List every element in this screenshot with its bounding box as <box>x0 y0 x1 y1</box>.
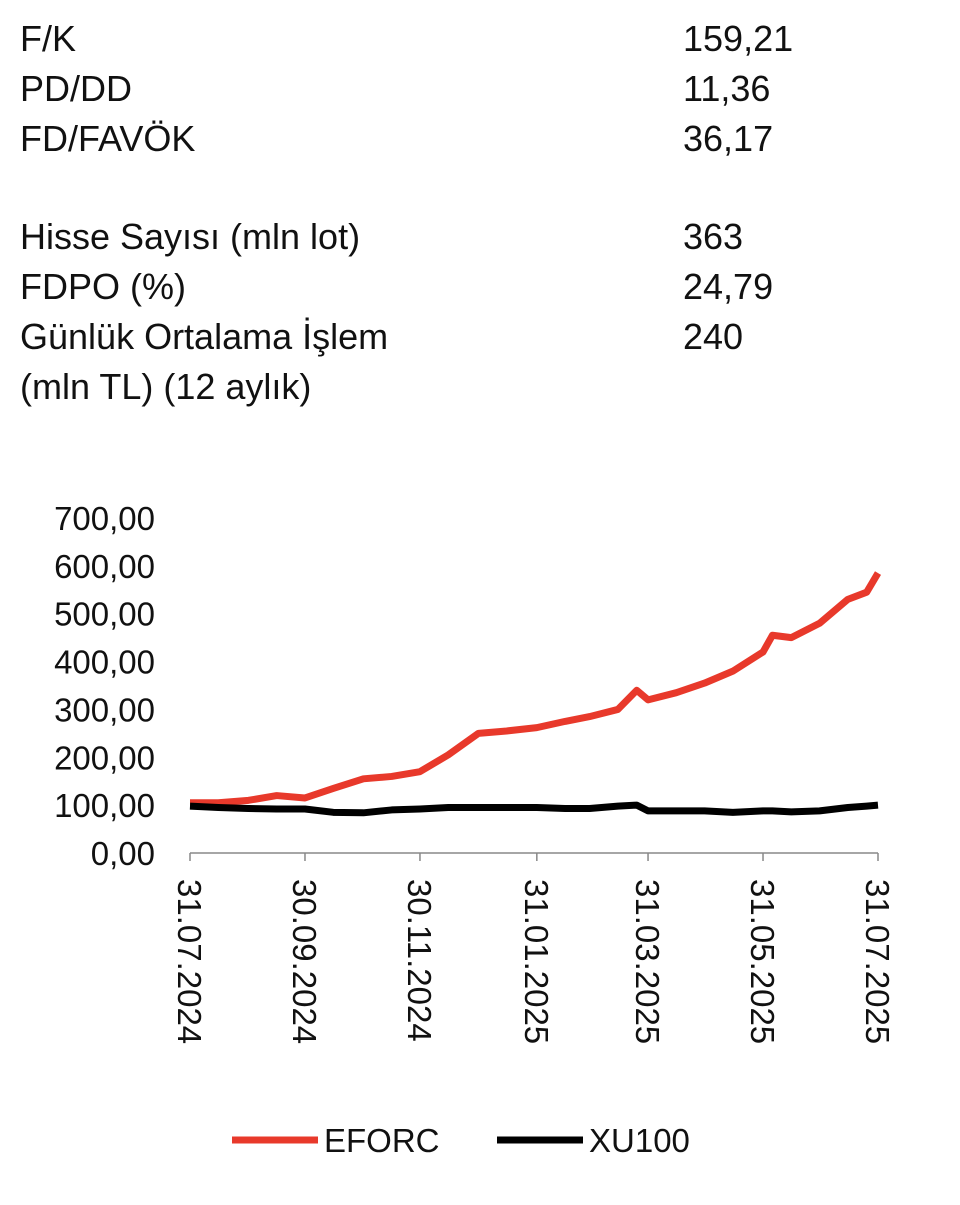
x-tick-label: 31.01.2025 <box>518 879 555 1044</box>
metric-label: FD/FAVÖK <box>20 118 196 159</box>
metric-label: F/K <box>20 18 77 59</box>
metric-row: Günlük Ortalama İşlem (mln TL) (12 aylık… <box>20 312 940 412</box>
series-line <box>189 801 879 817</box>
metric-value: 24,79 <box>683 266 774 307</box>
metric-section: F/K 159,21 PD/DD 11,36 FD/FAVÖK 36,17 <box>20 14 940 164</box>
metric-value: 36,17 <box>683 118 774 159</box>
metric-row: Hisse Sayısı (mln lot) 363 <box>20 212 940 262</box>
y-tick-label: 700,00 <box>54 500 155 537</box>
legend-label: EFORC <box>324 1122 440 1159</box>
metric-row: FDPO (%) 24,79 <box>20 262 940 312</box>
x-tick-label: 31.07.2024 <box>171 879 208 1044</box>
metric-label: PD/DD <box>20 68 133 109</box>
y-tick-label: 100,00 <box>54 787 155 824</box>
y-tick-label: 300,00 <box>54 691 155 728</box>
y-tick-label: 600,00 <box>54 548 155 585</box>
x-tick-label: 30.11.2024 <box>401 879 438 1042</box>
y-tick-label: 200,00 <box>54 739 155 776</box>
metric-label: FDPO (%) <box>20 266 186 307</box>
metric-value: 240 <box>683 316 744 357</box>
y-tick-label: 500,00 <box>54 596 155 633</box>
x-tick-label: 31.05.2025 <box>744 879 781 1044</box>
metric-label: Hisse Sayısı (mln lot) <box>20 216 361 257</box>
metric-row: F/K 159,21 <box>20 14 940 64</box>
x-tick-label: 30.09.2024 <box>286 879 323 1044</box>
x-tick-label: 31.03.2025 <box>629 879 666 1044</box>
x-tick-label: 31.07.2025 <box>859 879 896 1044</box>
metric-row: PD/DD 11,36 <box>20 64 940 114</box>
metrics: F/K 159,21 PD/DD 11,36 FD/FAVÖK 36,17 Hisse Sa… <box>20 14 940 460</box>
metric-section: Hisse Sayısı (mln lot) 363 FDPO (%) 24,79 Gü… <box>20 212 940 412</box>
metric-row: FD/FAVÖK 36,17 <box>20 114 940 164</box>
metric-value: 363 <box>683 216 744 257</box>
metric-value: 159,21 <box>683 18 794 59</box>
y-tick-label: 400,00 <box>54 644 155 681</box>
y-tick-label: 0,00 <box>91 835 155 872</box>
metric-value: 11,36 <box>683 68 771 109</box>
metric-label: Günlük Ortalama İşlem (mln TL) (12 aylık… <box>20 316 389 407</box>
legend-label: XU100 <box>589 1122 690 1159</box>
series-line <box>190 571 882 807</box>
